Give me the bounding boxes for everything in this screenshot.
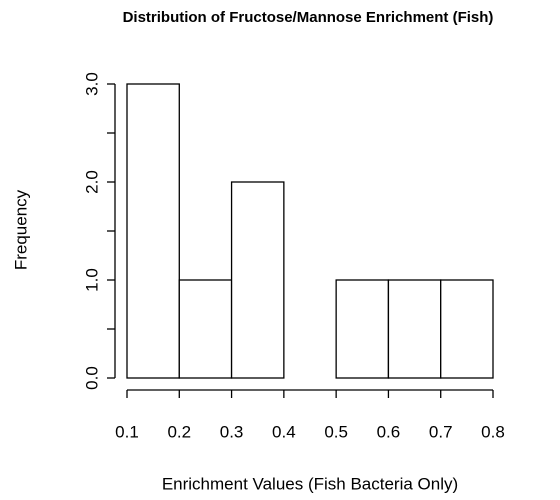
bar: [440, 279, 494, 379]
x-tick-label: 0.8: [481, 422, 505, 441]
y-tick-label: 2.0: [82, 170, 101, 194]
chart-title: Distribution of Fructose/Mannose Enrichm…: [123, 9, 494, 26]
x-tick-label: 0.6: [377, 422, 401, 441]
y-tick-label: 3.0: [82, 72, 101, 96]
y-tick-label: 1.0: [82, 268, 101, 292]
x-tick-label: 0.3: [220, 422, 244, 441]
x-axis-label: Enrichment Values (Fish Bacteria Only): [162, 474, 458, 493]
bar: [230, 181, 285, 379]
x-tick-label: 0.7: [429, 422, 453, 441]
x-tick-label: 0.5: [324, 422, 348, 441]
bar: [387, 279, 442, 379]
x-tick-label: 0.2: [167, 422, 191, 441]
bar: [178, 279, 233, 379]
y-axis-label: Frequency: [11, 189, 30, 270]
x-tick-label: 0.1: [115, 422, 139, 441]
bar: [335, 279, 390, 379]
bar: [126, 83, 180, 379]
x-tick-label: 0.4: [272, 422, 296, 441]
y-tick-label: 0.0: [82, 366, 101, 390]
